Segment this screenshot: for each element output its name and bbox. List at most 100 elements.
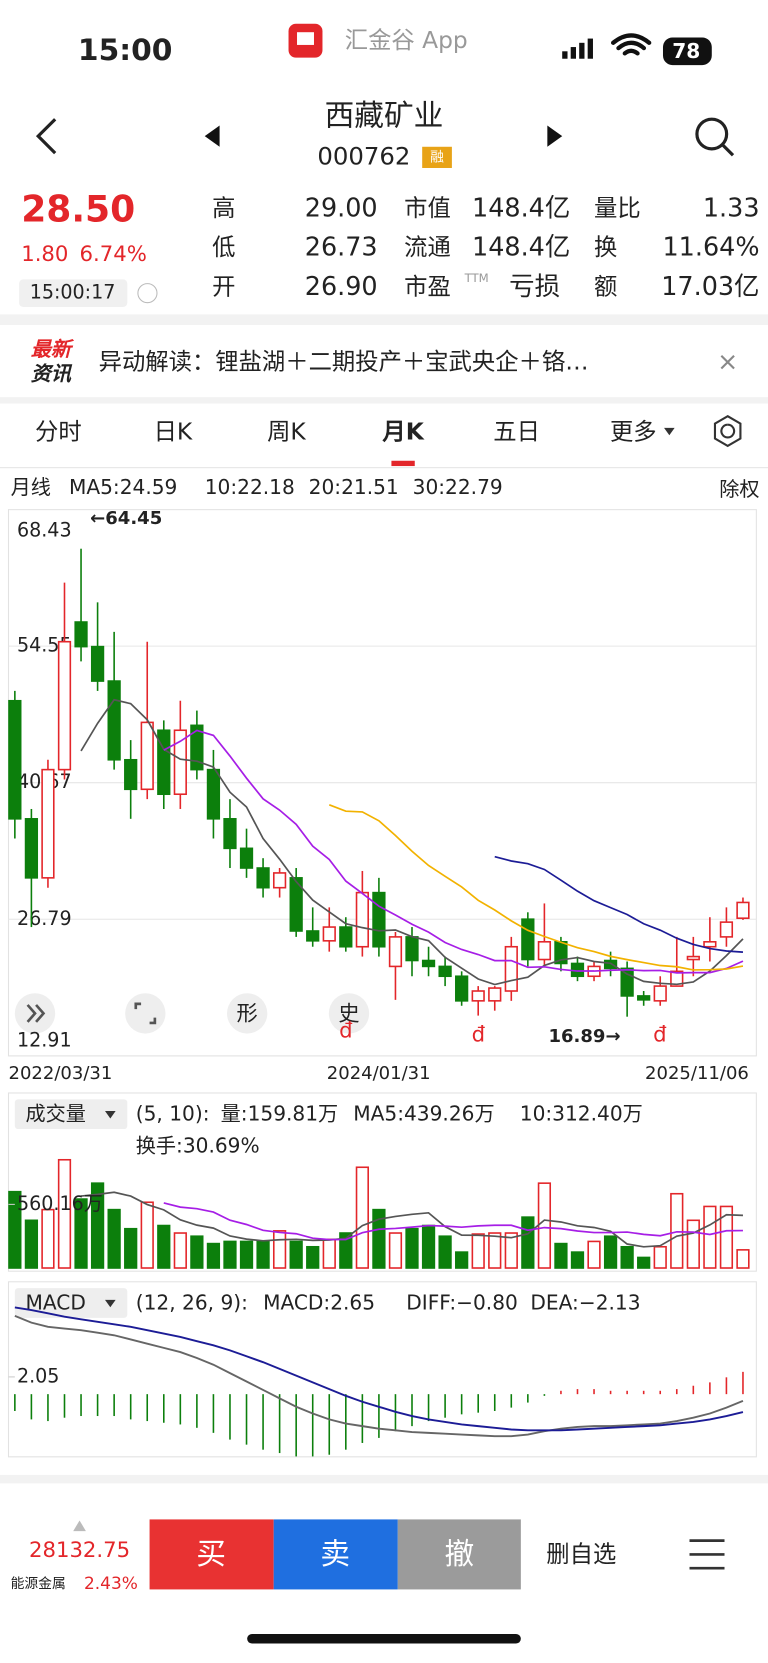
candle-body	[405, 936, 419, 962]
stat-label: 市盈	[404, 272, 451, 300]
dividend-mark: đ	[339, 1018, 353, 1043]
dividend-mark: đ	[653, 1023, 667, 1048]
y-tick-label: 2.05	[17, 1364, 59, 1387]
candle-body	[620, 967, 634, 997]
tab[interactable]: 五日	[493, 418, 540, 446]
y-tick-label: 26.79	[17, 907, 72, 930]
candle-body	[455, 975, 469, 1002]
quote-time: 15:00:17	[30, 281, 116, 304]
battery-level: 78	[672, 39, 700, 63]
volume-bar	[24, 1219, 39, 1269]
volume-bar	[173, 1232, 187, 1269]
candle-body	[272, 872, 287, 889]
ma-label: 10:22.18	[205, 475, 295, 499]
stat-label: 高	[212, 194, 235, 222]
tab[interactable]: 更多	[610, 418, 657, 446]
candle-body	[239, 847, 254, 869]
stock-code: 000762	[317, 141, 410, 170]
candle-body	[157, 729, 171, 796]
caret	[105, 1299, 116, 1308]
volume-bar	[388, 1232, 403, 1269]
divider	[0, 397, 768, 404]
tab[interactable]: 周K	[267, 418, 306, 446]
divider	[0, 314, 768, 325]
tab[interactable]: 月K	[381, 418, 424, 446]
volume-bar	[289, 1240, 303, 1269]
cancel-button[interactable]	[397, 1519, 521, 1590]
expand-icon	[26, 1004, 46, 1023]
stat-label: 开	[212, 272, 235, 300]
search[interactable]	[695, 117, 729, 151]
volume-bar	[620, 1245, 634, 1269]
adjust[interactable]: 除权	[719, 477, 759, 501]
settings[interactable]	[713, 414, 742, 448]
volume-bar	[471, 1233, 485, 1269]
macd-label: DEA:−2.13	[530, 1291, 640, 1315]
caret	[664, 427, 675, 436]
info-icon[interactable]	[137, 283, 158, 304]
volume-label: 量:159.81万	[221, 1102, 339, 1126]
volume-bar	[355, 1166, 369, 1269]
candle-body	[719, 921, 734, 938]
y-tick-label: 560.16万	[17, 1192, 103, 1215]
news-text[interactable]: 异动解读：锂盐湖＋二期投产＋宝武央企＋铬…	[99, 348, 589, 376]
search-handle	[721, 143, 735, 157]
clock: 15:00	[78, 33, 172, 68]
candle-body	[124, 758, 138, 791]
candle-body	[306, 930, 320, 942]
stat-value: 29.00	[305, 193, 378, 223]
volume-bar	[603, 1235, 618, 1269]
volume-select[interactable]	[14, 1099, 128, 1130]
tab-indicator	[391, 460, 415, 467]
candle-body	[637, 995, 651, 1001]
candle-body	[8, 699, 22, 820]
macd-panel	[7, 1281, 757, 1458]
stat-label: 换	[594, 233, 617, 261]
history-button[interactable]	[328, 993, 370, 1034]
index-pct: 2.43%	[84, 1574, 138, 1594]
candle-body	[256, 867, 270, 889]
high-annotation: ←64.45	[90, 508, 162, 529]
tab[interactable]: 分时	[35, 418, 82, 446]
buy-button[interactable]	[149, 1519, 274, 1590]
back[interactable]	[35, 118, 57, 155]
dividend-mark: đ	[472, 1023, 486, 1048]
signal	[562, 38, 593, 59]
sell-button[interactable]	[273, 1519, 398, 1590]
price: 28.50	[21, 188, 135, 230]
volume-bar	[190, 1235, 204, 1269]
volume-bar	[521, 1216, 535, 1269]
fullscreen-button[interactable]	[125, 993, 166, 1034]
change-pct: 6.74%	[80, 242, 147, 267]
prev-stock[interactable]	[204, 125, 220, 147]
y-tick-label: 12.91	[17, 1029, 72, 1052]
watchlist[interactable]: 删自选	[546, 1540, 616, 1568]
margin-badge	[422, 146, 452, 168]
ma-line	[494, 855, 744, 953]
x-label: 2025/11/06	[645, 1063, 749, 1084]
x-label: 2022/03/31	[8, 1063, 112, 1084]
macd-label: MACD:2.65	[263, 1291, 375, 1315]
pattern-button[interactable]	[227, 993, 268, 1034]
volume-bar	[372, 1208, 386, 1269]
menu[interactable]	[689, 1539, 725, 1570]
close-news[interactable]	[720, 354, 735, 370]
news-badge: 最新	[31, 337, 75, 361]
ma-label: MA5:24.59	[69, 475, 177, 499]
volume-bar	[686, 1219, 700, 1269]
tab[interactable]: 日K	[154, 418, 193, 446]
stat-label: 流通	[404, 233, 451, 261]
volume-ma-line	[80, 1191, 743, 1248]
volume-bar	[637, 1256, 651, 1269]
candle-body	[173, 729, 187, 796]
index-arrow	[73, 1520, 86, 1532]
next-stock[interactable]	[547, 125, 563, 147]
volume-bar	[736, 1249, 750, 1269]
sell-label: 卖	[320, 1537, 350, 1572]
macd-select[interactable]	[14, 1288, 128, 1318]
candle-body	[686, 955, 700, 961]
candle-body	[90, 645, 105, 682]
volume-bar	[537, 1182, 552, 1269]
change: 1.80	[21, 242, 68, 267]
